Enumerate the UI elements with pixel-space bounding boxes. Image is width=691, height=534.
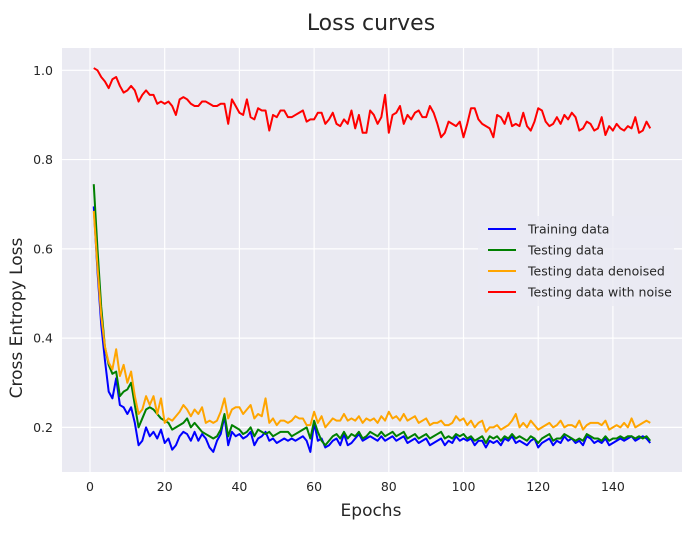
x-tick-label: 80 — [381, 479, 397, 494]
y-tick-label: 0.4 — [33, 331, 53, 346]
x-tick-label: 20 — [157, 479, 173, 494]
series-line-4 — [93, 67, 652, 139]
legend-label: Testing data with noise — [527, 285, 672, 300]
series-line-1 — [92, 206, 652, 453]
x-tick-label: 140 — [601, 479, 625, 494]
y-axis-label: Cross Entropy Loss — [7, 237, 27, 398]
legend-frame — [478, 216, 674, 306]
y-tick-label: 1.0 — [33, 63, 53, 78]
y-tick-label: 0.6 — [33, 241, 53, 256]
y-tick-label: 0.2 — [33, 420, 53, 435]
y-tick-label: 0.8 — [33, 152, 53, 167]
chart-title: Loss curves — [307, 11, 435, 36]
series-line-3 — [92, 210, 651, 433]
legend-label: Training data — [527, 222, 609, 237]
x-tick-label: 0 — [86, 479, 94, 494]
x-tick-label: 60 — [306, 479, 322, 494]
series-line-2 — [92, 184, 652, 447]
x-tick-label: 40 — [231, 479, 247, 494]
x-tick-label: 100 — [452, 479, 476, 494]
legend-label: Testing data denoised — [527, 264, 665, 279]
legend: Training data Testing data Testing data de… — [478, 216, 674, 306]
x-axis-label: Epochs — [341, 501, 402, 521]
legend-label: Testing data — [527, 243, 604, 258]
x-tick-label: 120 — [526, 479, 550, 494]
